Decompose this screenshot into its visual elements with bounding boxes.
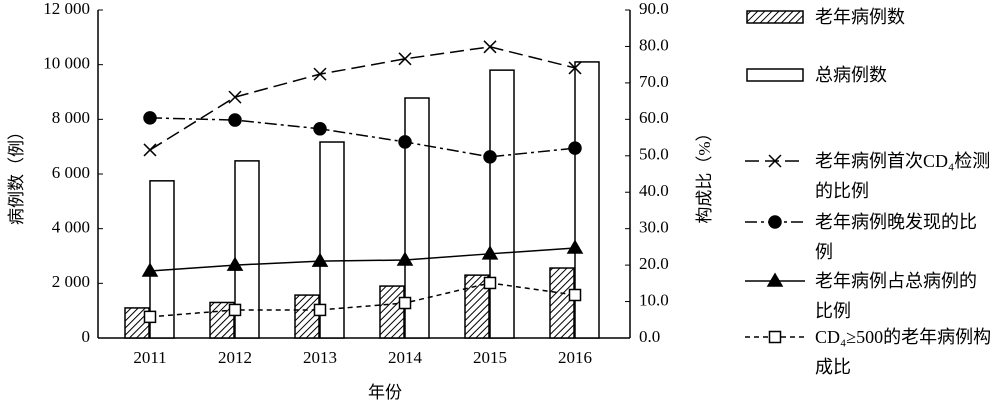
legend-label: 老年病例数 — [815, 7, 905, 27]
x-tick-label: 2013 — [303, 348, 337, 367]
y2-tick-label: 90.0 — [639, 0, 669, 18]
swatch-marker — [768, 215, 782, 229]
y-tick-label: 12 000 — [43, 0, 90, 18]
bar — [294, 294, 320, 339]
y-tick-label: 6 000 — [52, 163, 90, 182]
marker — [483, 40, 497, 54]
y2-tick-label: 40.0 — [639, 181, 669, 200]
x-tick-label: 2015 — [473, 348, 507, 367]
x-tick-label: 2012 — [218, 348, 252, 367]
legend-swatch — [746, 10, 804, 24]
legend-item: 老年病例占总病例的比例 — [745, 266, 995, 326]
y-tick-label: 0 — [82, 327, 91, 346]
marker — [311, 252, 329, 267]
y-tick-label: 2 000 — [52, 272, 90, 291]
legend-label: 老年病例首次CD₄检测的比例 — [815, 151, 991, 201]
legend-item: 总病例数 — [745, 60, 995, 90]
line — [149, 247, 576, 272]
y-tick-label: 8 000 — [52, 108, 90, 127]
marker — [143, 310, 157, 324]
y2-tick-label: 0.0 — [639, 327, 660, 346]
x-axis-title: 年份 — [368, 383, 402, 402]
marker — [566, 239, 584, 254]
swatch — [746, 10, 804, 24]
marker — [228, 90, 242, 104]
y-tick-label: 4 000 — [52, 218, 90, 237]
legend-item: 老年病例晚发现的比例 — [745, 207, 995, 267]
bar — [549, 267, 575, 339]
y-tick-label: 10 000 — [43, 54, 90, 73]
swatch-marker — [766, 272, 784, 287]
marker — [313, 122, 327, 136]
marker — [398, 296, 412, 310]
legend-swatch — [745, 215, 805, 229]
swatch-marker — [768, 330, 782, 344]
marker — [398, 52, 412, 66]
marker — [143, 111, 157, 125]
legend-label: 老年病例占总病例的比例 — [815, 271, 977, 321]
marker — [398, 135, 412, 149]
marker — [228, 113, 242, 127]
bar — [379, 285, 405, 339]
marker — [143, 143, 157, 157]
legend-item: CD₄≥500的老年病例构成比 — [745, 322, 995, 382]
x-tick-label: 2011 — [133, 348, 166, 367]
y2-tick-label: 80.0 — [639, 35, 669, 54]
legend-swatch — [745, 272, 805, 287]
bar — [489, 69, 515, 339]
legend-item: 老年病例数 — [745, 2, 995, 32]
y2-tick-label: 20.0 — [639, 254, 669, 273]
line — [149, 46, 576, 151]
marker — [568, 61, 582, 75]
legend-swatch — [745, 330, 805, 344]
marker — [226, 256, 244, 271]
marker — [313, 67, 327, 81]
y2-tick-label: 30.0 — [639, 218, 669, 237]
marker — [481, 245, 499, 260]
y2-tick-label: 50.0 — [639, 145, 669, 164]
legend-label: CD₄≥500的老年病例构成比 — [815, 327, 992, 377]
legend-swatch — [745, 154, 805, 168]
y2-tick-label: 70.0 — [639, 72, 669, 91]
marker — [568, 141, 582, 155]
marker — [313, 303, 327, 317]
legend-label: 老年病例晚发现的比例 — [815, 212, 977, 262]
legend-label: 总病例数 — [815, 65, 887, 85]
marker — [396, 251, 414, 266]
marker — [141, 262, 159, 277]
y-axis-title: 病例数（例） — [7, 123, 26, 225]
x-tick-label: 2014 — [388, 348, 423, 367]
legend-swatch — [746, 68, 804, 82]
marker — [483, 276, 497, 290]
swatch — [746, 68, 804, 82]
marker — [228, 303, 242, 317]
y2-axis-title: 构成比（%） — [695, 124, 714, 223]
swatch-marker — [768, 154, 782, 168]
legend-item: 老年病例首次CD₄检测的比例 — [745, 146, 995, 206]
x-tick-label: 2016 — [558, 348, 592, 367]
marker — [483, 150, 497, 164]
line — [149, 117, 576, 158]
y2-tick-label: 60.0 — [639, 108, 669, 127]
marker — [568, 288, 582, 302]
y2-tick-label: 10.0 — [639, 290, 669, 309]
